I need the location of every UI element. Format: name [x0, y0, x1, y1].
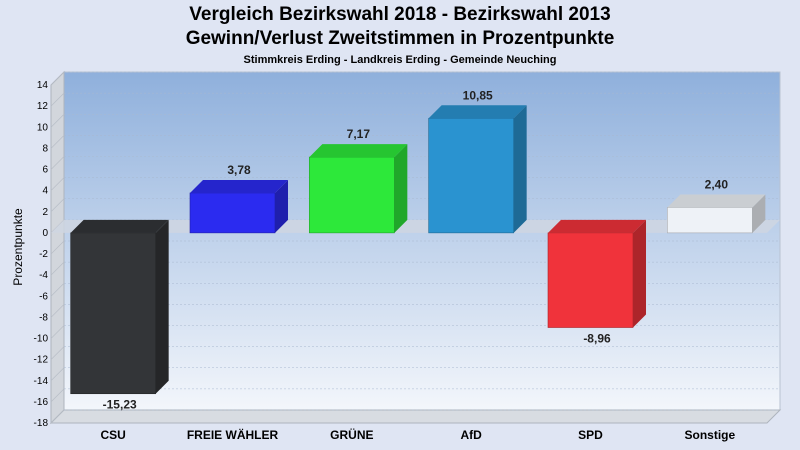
- x-tick-label: FREIE WÄHLER: [187, 427, 279, 442]
- y-tick-label: -16: [34, 397, 49, 408]
- gridline-side: [50, 198, 65, 212]
- data-label: -15,23: [103, 398, 137, 412]
- data-label: 7,17: [347, 127, 371, 141]
- y-tick-label: 0: [42, 228, 48, 239]
- chart-region-subtitle: Stimmkreis Erding - Landkreis Erding - G…: [243, 54, 557, 66]
- y-tick-label: -8: [39, 312, 48, 323]
- gridline-side: [50, 135, 65, 149]
- data-label: 10,85: [463, 88, 493, 102]
- bar-side: [275, 179, 288, 233]
- gridline-side: [50, 177, 65, 191]
- bar-sonstige: [667, 207, 753, 234]
- bar-side: [394, 144, 408, 233]
- y-tick-label: -12: [34, 355, 49, 366]
- y-tick-label: 4: [42, 186, 48, 197]
- plot-floor: [49, 409, 782, 424]
- bar-spd: [547, 232, 634, 328]
- gridline-side: [50, 114, 65, 128]
- y-tick-label: -14: [34, 376, 49, 387]
- x-tick-label: GRÜNE: [330, 427, 373, 442]
- bar-top: [667, 194, 766, 208]
- y-tick-label: 10: [37, 122, 49, 133]
- gridline-side: [50, 156, 65, 170]
- gridline-side: [50, 346, 65, 360]
- y-tick-label: 12: [37, 101, 49, 112]
- gridline-side: [50, 388, 65, 403]
- y-tick-label: 2: [42, 207, 48, 218]
- gridline-side: [50, 261, 65, 276]
- bar-top: [428, 105, 527, 119]
- bar-top: [548, 219, 646, 233]
- gridline-side: [50, 304, 65, 318]
- x-tick-label: Sonstige: [684, 428, 735, 442]
- bar-afd: [428, 117, 514, 234]
- bar-grüne: [309, 156, 395, 234]
- gridline-side: [50, 367, 65, 381]
- gridline-side: [50, 283, 65, 297]
- y-tick-label: 14: [37, 80, 49, 91]
- bar-side: [752, 194, 766, 233]
- gridline-side: [50, 240, 65, 255]
- y-tick-label: -2: [39, 249, 48, 260]
- chart-title: Vergleich Bezirkswahl 2018 - Bezirkswahl…: [189, 4, 611, 25]
- y-tick-label: -4: [39, 270, 48, 281]
- gridline-side: [50, 92, 65, 107]
- bar-top: [309, 144, 408, 158]
- chart-subtitle: Gewinn/Verlust Zweitstimmen in Prozentpu…: [185, 28, 615, 49]
- bar-side: [513, 105, 527, 233]
- bar-freie-wähler: [189, 192, 276, 234]
- y-tick-label: -18: [34, 418, 49, 429]
- y-tick-label: 6: [42, 165, 48, 176]
- bar-top: [70, 219, 169, 233]
- x-tick-label: AfD: [461, 428, 483, 442]
- data-label: -8,96: [583, 332, 611, 346]
- data-label: 2,40: [705, 178, 729, 192]
- y-tick-label: -6: [39, 291, 48, 302]
- data-label: 3,78: [227, 163, 251, 177]
- x-tick-label: CSU: [100, 428, 125, 442]
- bar-side: [633, 219, 646, 328]
- y-tick-label: -10: [34, 334, 49, 345]
- gridline-side: [50, 409, 65, 424]
- x-tick-label: SPD: [578, 428, 603, 442]
- bar-top: [190, 179, 288, 193]
- gridline-side: [50, 325, 65, 339]
- y-axis-label: Prozentpunkte: [11, 208, 25, 286]
- bar-side: [155, 219, 169, 394]
- bar-csu: [70, 232, 156, 395]
- y-tick-label: 8: [42, 143, 48, 154]
- gridline-side: [50, 71, 65, 86]
